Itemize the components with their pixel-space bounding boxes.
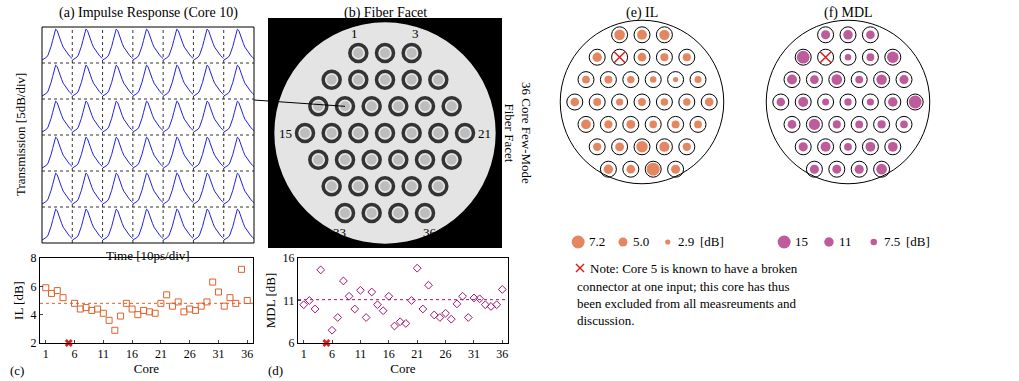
svg-text:26: 26 bbox=[184, 347, 196, 361]
svg-text:(b) Fiber Facet: (b) Fiber Facet bbox=[344, 5, 427, 21]
svg-text:16: 16 bbox=[283, 251, 295, 265]
svg-text:8: 8 bbox=[31, 251, 37, 265]
svg-text:(f) MDL: (f) MDL bbox=[824, 5, 873, 21]
svg-text:IL [dB]: IL [dB] bbox=[11, 281, 26, 320]
svg-text:Transmission [5dB/div]: Transmission [5dB/div] bbox=[13, 73, 28, 196]
svg-text:1: 1 bbox=[351, 26, 358, 41]
svg-text:Core: Core bbox=[134, 361, 160, 376]
svg-text:4: 4 bbox=[31, 308, 37, 322]
svg-text:(d): (d) bbox=[268, 363, 283, 378]
svg-text:6: 6 bbox=[329, 347, 335, 361]
svg-text:Time [10ps/div]: Time [10ps/div] bbox=[106, 248, 190, 263]
svg-text:6: 6 bbox=[31, 280, 37, 294]
svg-text:[dB]: [dB] bbox=[906, 234, 930, 249]
svg-text:Note: Core 5 is known to have: Note: Core 5 is known to have a broken bbox=[590, 261, 798, 276]
svg-text:(a) Impulse Response (Core 10): (a) Impulse Response (Core 10) bbox=[59, 5, 238, 21]
svg-text:Core: Core bbox=[390, 361, 416, 376]
svg-text:6: 6 bbox=[289, 336, 295, 350]
svg-text:36 Core Few-ModeFiber Facet: 36 Core Few-ModeFiber Facet bbox=[502, 82, 534, 184]
svg-text:11: 11 bbox=[283, 294, 295, 308]
svg-text:6: 6 bbox=[72, 347, 78, 361]
svg-text:7.5: 7.5 bbox=[884, 234, 900, 249]
svg-text:36: 36 bbox=[496, 347, 508, 361]
svg-text:36: 36 bbox=[241, 347, 253, 361]
svg-text:33: 33 bbox=[333, 225, 346, 240]
svg-text:16: 16 bbox=[383, 347, 395, 361]
svg-text:11: 11 bbox=[839, 234, 852, 249]
svg-text:11: 11 bbox=[355, 347, 367, 361]
svg-text:36: 36 bbox=[423, 225, 437, 240]
svg-text:[dB]: [dB] bbox=[700, 234, 724, 249]
svg-text:15: 15 bbox=[795, 234, 808, 249]
svg-text:(e) IL: (e) IL bbox=[626, 5, 658, 21]
svg-text:31: 31 bbox=[212, 347, 224, 361]
svg-text:31: 31 bbox=[468, 347, 480, 361]
svg-text:7.2: 7.2 bbox=[589, 234, 605, 249]
svg-text:15: 15 bbox=[279, 126, 292, 141]
svg-text:1: 1 bbox=[43, 347, 49, 361]
svg-text:2: 2 bbox=[31, 336, 37, 350]
svg-text:16: 16 bbox=[126, 347, 138, 361]
svg-text:21: 21 bbox=[155, 347, 167, 361]
svg-text:MDL [dB]: MDL [dB] bbox=[263, 273, 278, 329]
svg-text:3: 3 bbox=[412, 26, 419, 41]
svg-text:1: 1 bbox=[301, 347, 307, 361]
svg-text:21: 21 bbox=[478, 126, 491, 141]
svg-text:connector at one input; this c: connector at one input; this core has th… bbox=[577, 279, 797, 328]
svg-text:21: 21 bbox=[411, 347, 423, 361]
svg-text:26: 26 bbox=[440, 347, 452, 361]
svg-text:2.9: 2.9 bbox=[678, 234, 694, 249]
svg-text:(c): (c) bbox=[10, 363, 24, 378]
svg-text:11: 11 bbox=[98, 347, 110, 361]
svg-text:5.0: 5.0 bbox=[633, 234, 649, 249]
